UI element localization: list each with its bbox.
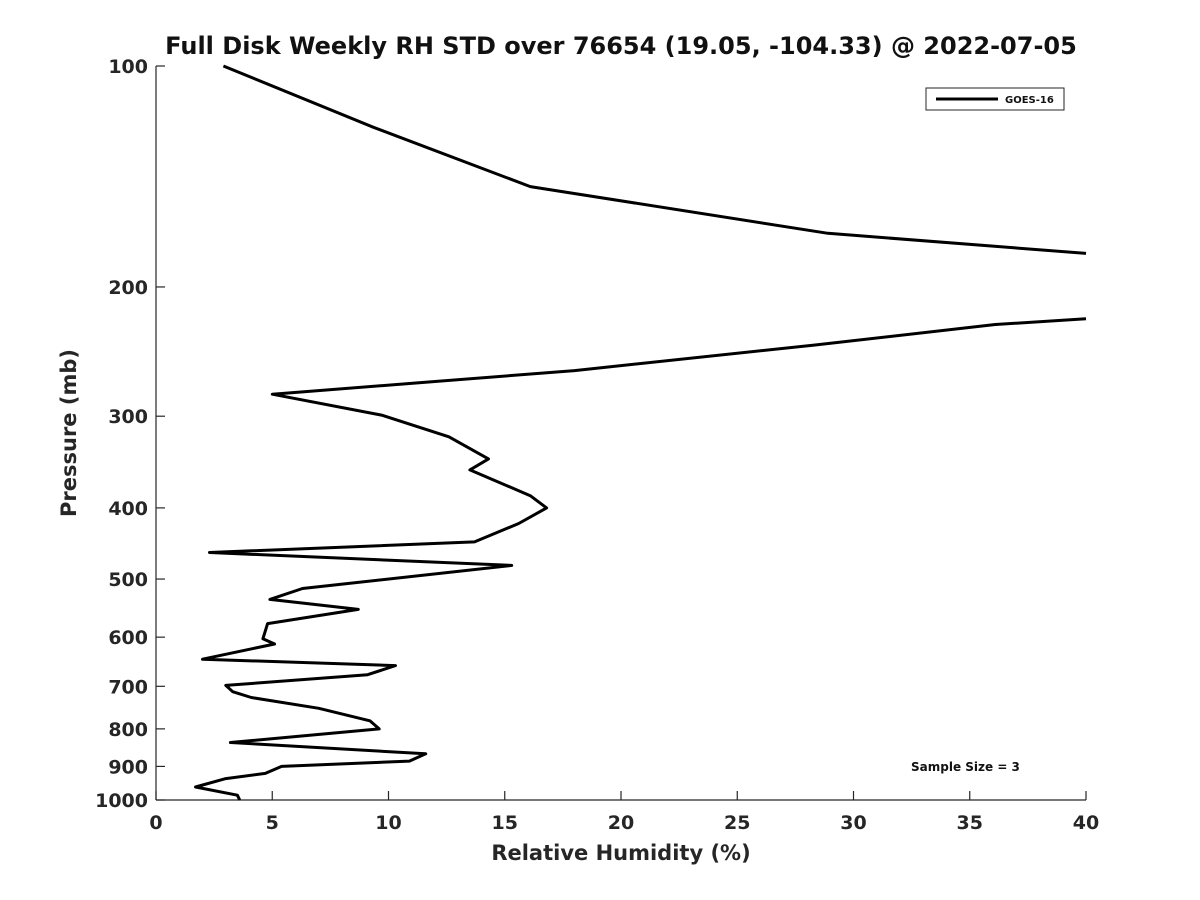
legend: GOES-16 [925, 87, 1065, 111]
y-tick-label: 300 [108, 406, 148, 428]
x-axis-label: Relative Humidity (%) [491, 841, 750, 865]
series-line-2 [222, 64, 1087, 255]
x-ticks: 0 5 10 15 20 25 30 35 40 [149, 791, 1099, 834]
y-axis-label: Pressure (mb) [57, 349, 81, 517]
x-tick-label: 35 [957, 812, 983, 834]
legend-label: GOES-16 [1005, 95, 1054, 106]
y-ticks: 100 200 300 400 500 600 700 800 900 1000 [95, 56, 165, 812]
y-tick-label: 600 [108, 627, 148, 649]
x-tick-label: 20 [608, 812, 634, 834]
x-tick-label: 25 [724, 812, 750, 834]
y-tick-label: 100 [108, 56, 148, 78]
sample-size-annotation: Sample Size = 3 [911, 760, 1020, 774]
y-tick-label: 1000 [95, 790, 148, 812]
x-tick-label: 15 [492, 812, 518, 834]
y-tick-label: 800 [108, 719, 148, 741]
series-line-1 [194, 317, 1087, 801]
y-tick-label: 500 [108, 569, 148, 591]
x-tick-label: 5 [266, 812, 279, 834]
y-tick-label: 700 [108, 676, 148, 698]
series-group [194, 64, 1087, 801]
x-tick-label: 0 [149, 812, 162, 834]
y-tick-label: 900 [108, 756, 148, 778]
axes [155, 66, 1086, 801]
y-tick-label: 200 [108, 277, 148, 299]
x-tick-label: 30 [840, 812, 866, 834]
chart-title: Full Disk Weekly RH STD over 76654 (19.0… [165, 32, 1077, 60]
y-tick-label: 400 [108, 498, 148, 520]
x-tick-label: 10 [375, 812, 401, 834]
x-tick-label: 40 [1073, 812, 1099, 834]
